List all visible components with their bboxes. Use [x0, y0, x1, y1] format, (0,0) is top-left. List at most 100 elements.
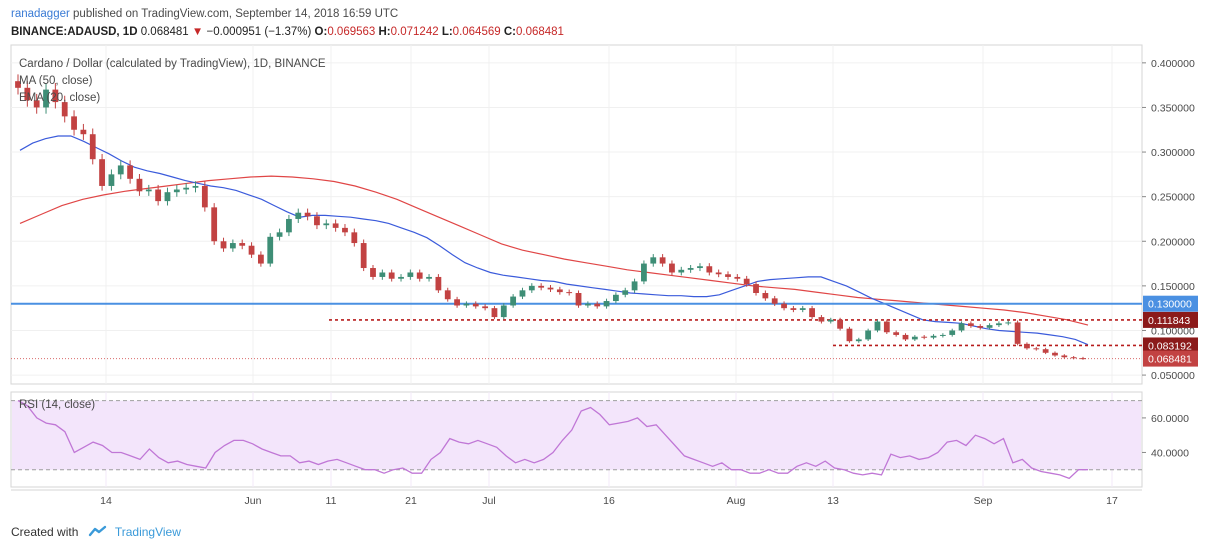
tradingview-brand[interactable]: TradingView	[114, 525, 181, 539]
price-pane	[10, 44, 1143, 385]
candle-body	[547, 287, 554, 290]
price-tag	[1143, 337, 1198, 354]
low-label: L:	[441, 26, 453, 38]
candle-body	[650, 257, 657, 264]
candle-body	[753, 284, 759, 294]
candle-body	[958, 323, 965, 331]
price-tick-label: 0.100000	[1151, 325, 1195, 337]
time-tick-label: 11	[326, 495, 337, 507]
price-chart[interactable]: 0.400000 0.350000 0.300000 0.250000 0.200000…	[0, 0, 1213, 520]
candle-body	[519, 290, 526, 297]
candle-body	[267, 236, 274, 264]
candle-body	[603, 301, 610, 307]
candle-body	[52, 89, 59, 103]
price-tick-label: 0.300000	[1151, 147, 1195, 159]
candle-body	[304, 212, 311, 217]
tradingview-logo-icon	[88, 525, 108, 540]
candle-body	[883, 321, 890, 333]
high-value: 0.071242	[390, 26, 439, 38]
publish-line: ranadagger published on TradingView.com,…	[11, 8, 398, 20]
candle-body	[108, 174, 115, 186]
candle-body	[949, 330, 956, 335]
candle-body	[435, 276, 442, 291]
time-tick-label: 16	[603, 495, 615, 507]
price-tick-label: 0.400000	[1151, 58, 1195, 70]
candle-body	[15, 81, 21, 88]
candle-body	[510, 296, 517, 306]
candle-body	[454, 299, 460, 306]
candle-body	[612, 294, 619, 302]
time-tick-label: 17	[1106, 495, 1118, 507]
time-tick-label: Jun	[245, 495, 262, 507]
ma50-line	[19, 175, 1089, 326]
time-tick-label: Jul	[482, 495, 495, 507]
candle-body	[678, 269, 685, 273]
candle-body	[1005, 322, 1012, 324]
candle-body	[183, 187, 190, 190]
candle-body	[734, 276, 741, 279]
candle-body	[584, 303, 591, 306]
candle-body	[669, 263, 675, 273]
open-value: 0.069563	[327, 26, 376, 38]
high-label: H:	[378, 26, 391, 38]
candle-body	[444, 290, 451, 300]
candle-body	[136, 178, 143, 192]
candle-body	[659, 257, 666, 264]
candle-body	[248, 245, 255, 255]
candle-body	[939, 334, 946, 336]
rsi-tick-label: 60.0000	[1151, 413, 1189, 425]
price-tag	[1143, 311, 1198, 328]
candle-body	[1042, 349, 1049, 353]
candle-body	[295, 212, 302, 219]
candle-body	[286, 218, 292, 233]
candle-body	[715, 272, 722, 275]
candle-body	[239, 243, 246, 246]
candle-body	[407, 272, 414, 277]
author-link[interactable]: ranadagger	[11, 8, 70, 20]
candle-body	[500, 305, 507, 318]
candle-body	[818, 317, 825, 322]
price-tag-label: 0.068481	[1148, 354, 1192, 366]
candle-body	[1061, 355, 1068, 358]
candle-body	[379, 272, 386, 277]
candle-body	[33, 100, 40, 108]
rsi-legend: RSI (14, close)	[19, 399, 95, 411]
candle-body	[827, 319, 834, 322]
candle-body	[314, 216, 320, 226]
candle-body	[164, 192, 171, 202]
candle-body	[491, 308, 498, 318]
change-value: −0.000951 (−1.37%)	[206, 26, 312, 38]
candle-body	[323, 223, 330, 226]
candle-body	[127, 165, 134, 179]
candle-body	[528, 285, 535, 291]
rsi-tick-label: 40.0000	[1151, 447, 1189, 459]
candle-body	[575, 293, 582, 306]
candle-body	[762, 293, 769, 299]
candle-body	[1033, 348, 1040, 350]
candle-body	[706, 266, 713, 273]
candle-body	[229, 243, 236, 249]
candle-body	[893, 332, 900, 335]
candle-body	[24, 87, 31, 101]
created-with-text: Created with	[11, 525, 79, 539]
candle-body	[117, 165, 124, 175]
candle-body	[697, 266, 703, 269]
candle-body	[351, 232, 358, 244]
candle-body	[192, 185, 199, 188]
candle-body	[837, 319, 844, 329]
candle-body	[426, 276, 432, 279]
candle-body	[1024, 343, 1030, 349]
close-value: 0.068481	[515, 26, 564, 38]
price-tick-label: 0.350000	[1151, 102, 1195, 114]
candle-body	[155, 189, 162, 202]
candle-body	[622, 290, 629, 295]
time-tick-label: Aug	[727, 495, 746, 507]
candle-body	[360, 243, 367, 269]
candle-body	[874, 321, 881, 331]
candle-body	[71, 116, 77, 130]
candle-body	[1052, 352, 1058, 356]
candle-body	[43, 89, 49, 108]
candle-body	[855, 339, 862, 342]
candle-body	[332, 223, 339, 228]
candle-body	[61, 102, 68, 117]
